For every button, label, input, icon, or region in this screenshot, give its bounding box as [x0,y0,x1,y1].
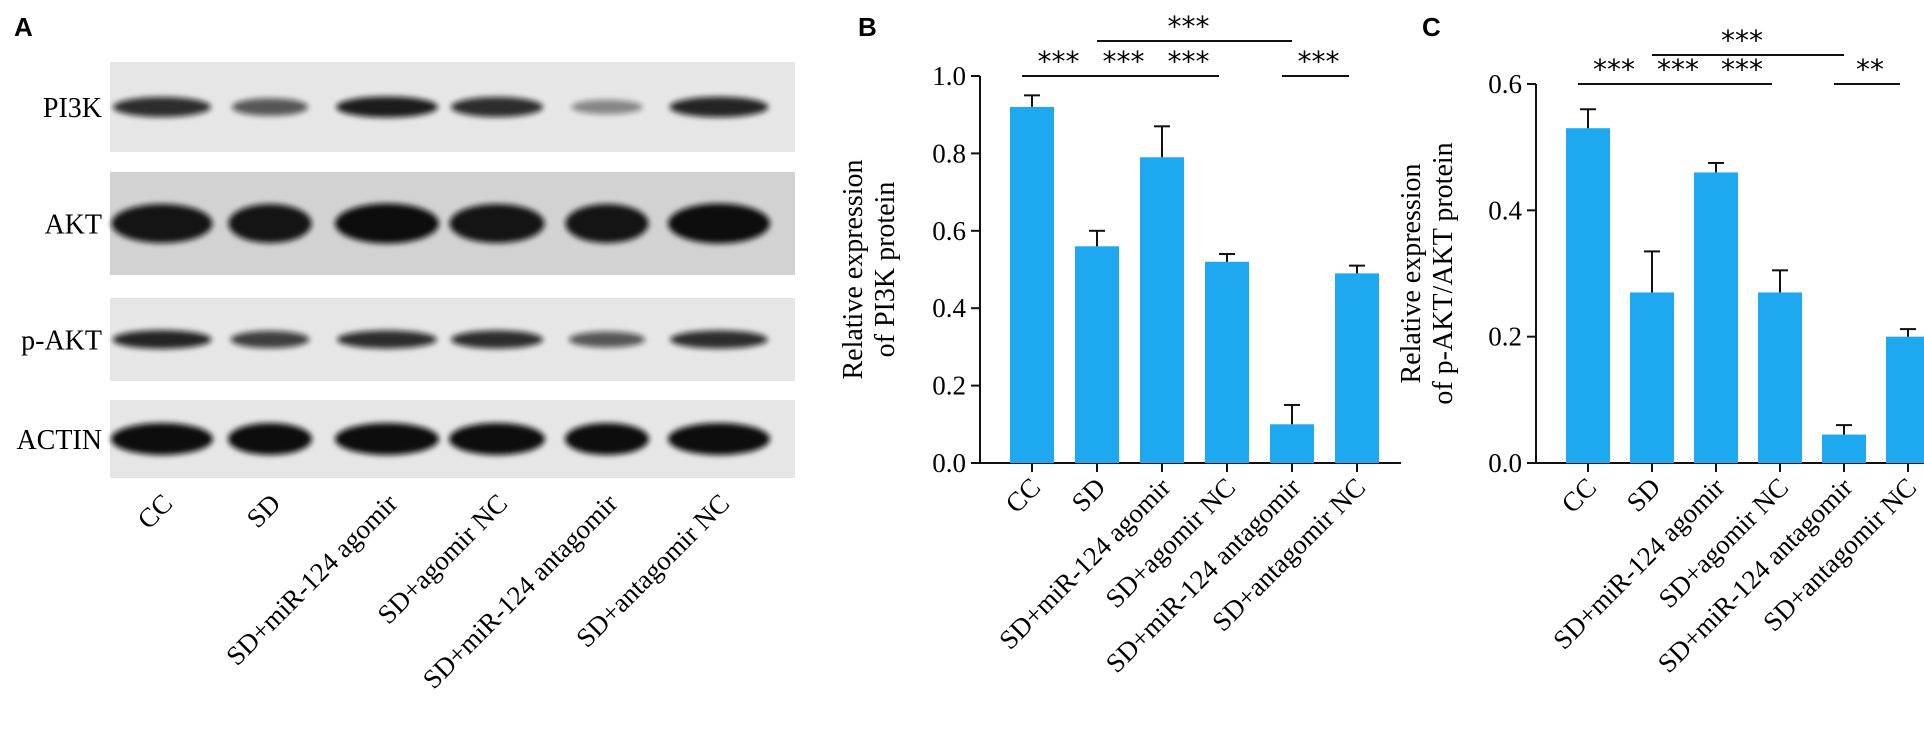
blot-labels: PI3K AKT p-AKT ACTIN [16,93,102,456]
significance-label: *** [1721,24,1763,57]
y-tick-label: 0.6 [932,216,966,246]
bar [1822,434,1866,463]
significance-label: *** [1103,45,1145,78]
bar [1205,261,1249,463]
chart-pakt-akt: 0.0 0.2 0.4 0.6 Relative expressionof p-AKT/… [1396,24,1924,678]
blot-label: PI3K [43,93,102,124]
blot-band [449,203,545,244]
y-axis-label-line: of p-AKT/AKT protein [1428,142,1459,404]
panel-c: C 0.0 0.2 0.4 0.6 Relative expressionof p-AK… [1396,12,1924,678]
significance-label: *** [1168,10,1210,43]
x-tick-label: CC [1556,472,1603,519]
x-tick-label: SD [1621,472,1667,518]
significance-label: *** [1657,53,1699,86]
blot-band [112,330,212,349]
significance-label: *** [1038,45,1080,78]
bar [1140,157,1184,463]
panel-b-letter: B [858,12,877,42]
y-tick-label: 0.0 [1488,448,1522,478]
bar [1630,292,1674,463]
lane-label: CC [132,488,179,535]
x-tick-label: CC [1000,472,1047,519]
panel-c-letter: C [1422,12,1441,42]
blot-band [565,423,649,455]
blot-band [670,330,768,349]
blot-band [231,98,309,116]
y-tick-label: 0.4 [1488,195,1522,225]
significance-label: *** [1298,45,1340,78]
lane-label: SD [241,488,287,534]
blot-band [230,330,310,349]
blot-label: p-AKT [21,326,102,357]
bar [1335,273,1379,463]
blot-band [111,423,213,455]
blot-band [450,330,544,349]
bar [1270,424,1314,463]
y-tick-label: 0.2 [932,371,966,401]
y-tick-label: 0.4 [932,293,966,323]
x-tick-label: SD [1066,472,1112,518]
y-axis-label: Relative expressionof p-AKT/AKT protein [1396,142,1459,404]
significance-label: *** [1593,53,1635,86]
y-tick-label: 0.6 [1488,69,1522,99]
blot-band [565,203,649,244]
blot-band [335,203,439,244]
y-tick-label: 0.0 [932,448,966,478]
y-axis-label-line: Relative expression [1396,163,1427,383]
bar [1075,246,1119,463]
blot-band [449,423,545,455]
blot-band [228,423,312,455]
significance-label: ** [1856,53,1884,86]
blot-band [669,96,769,118]
blot-band [450,96,544,118]
y-tick-label: 0.8 [932,138,966,168]
blot-band [571,99,643,115]
blot-label: AKT [44,210,102,241]
y-tick-label: 1.0 [932,61,966,91]
blot-band [668,203,770,244]
bar [1758,292,1802,463]
y-axis-label-line: of PI3K protein [870,182,901,358]
blot-band [111,203,213,244]
bar [1010,106,1054,464]
blot-band [113,96,211,118]
significance-label: *** [1168,45,1210,78]
blot-band [568,331,646,348]
lane-label: SD+miR-124 antagomir [417,488,623,694]
y-axis-label: Relative expressionof PI3K protein [838,159,901,379]
panel-b: B 0.0 0.2 0.4 0.6 0.8 1.0 Relative expressiono… [838,10,1401,678]
chart-pi3k: 0.0 0.2 0.4 0.6 0.8 1.0 Relative expressionof … [838,10,1401,678]
blot-band [336,96,438,118]
blot-band [335,423,439,455]
significance-label: *** [1721,53,1763,86]
blot-band [337,330,437,349]
panel-a-letter: A [14,12,33,42]
blot-band [228,203,312,244]
western-blot [110,62,795,478]
blot-band [668,423,770,455]
bar [1886,336,1924,463]
bar [1566,128,1610,463]
bar [1694,172,1738,463]
y-tick-label: 0.2 [1488,322,1522,352]
blot-label: ACTIN [16,425,102,456]
y-axis-label-line: Relative expression [838,159,869,379]
